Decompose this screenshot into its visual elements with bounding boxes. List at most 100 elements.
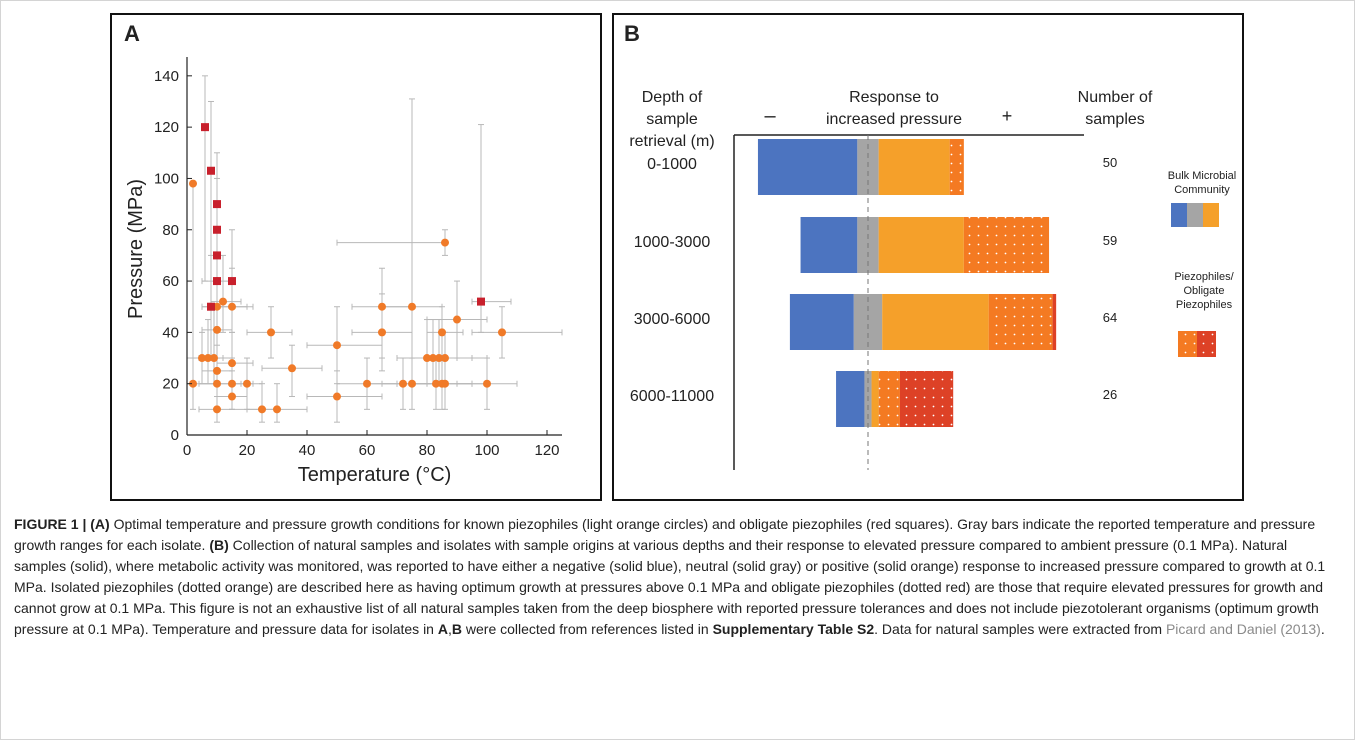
response-header: increased pressure [826, 111, 962, 128]
legend-swatch-bulk [1187, 203, 1203, 227]
legend-swatch-bulk [1171, 203, 1187, 227]
piezophile-point [288, 364, 296, 373]
legend-label-bulk: Community [1174, 184, 1230, 196]
depth-label: 0-1000 [647, 156, 697, 173]
x-tick-label: 40 [299, 442, 316, 459]
caption-comma: , [447, 621, 452, 637]
piezophile-point [243, 379, 251, 388]
legend-label-bulk: Bulk Microbial [1168, 170, 1236, 182]
legend-swatch-dots [1178, 331, 1197, 357]
panel-b-letter: B [624, 21, 640, 46]
data-points [189, 123, 506, 414]
x-tick-label: 80 [419, 442, 436, 459]
piezophile-point [453, 315, 461, 324]
bar-dots-piezophiles [878, 371, 900, 427]
y-tick-label: 120 [154, 119, 179, 136]
piezophile-point [228, 392, 236, 401]
caption-figure-label: FIGURE 1 | [14, 516, 91, 532]
y-tick-label: 0 [171, 427, 179, 444]
legend-label-piezophiles: Obligate [1184, 285, 1225, 297]
bar-dots-piezophiles [988, 294, 1053, 350]
caption-a-label: (A) [90, 516, 110, 532]
obligate-piezophile-point [201, 123, 209, 132]
caption-ref-a: A [437, 621, 448, 637]
piezophile-point [228, 359, 236, 368]
bar-segment-negative [757, 139, 858, 195]
piezophile-point [333, 341, 341, 350]
depth-header: sample [646, 111, 698, 128]
y-axis-label: Pressure (MPa) [125, 179, 147, 319]
panel-a: A 0 20 40 60 80 100 120 0 20 40 60 80 100 120 140 Tempe… [110, 13, 602, 501]
piezophile-point [378, 302, 386, 311]
legend-swatch-dots [1197, 331, 1216, 357]
sample-count: 50 [1103, 155, 1117, 170]
sample-count: 59 [1103, 233, 1117, 248]
piezophile-point [483, 379, 491, 388]
obligate-piezophile-point [207, 166, 215, 175]
bar-segment-negative [789, 294, 854, 350]
depth-label: 1000-3000 [634, 234, 711, 251]
y-tick-label: 40 [162, 324, 179, 341]
x-axis-label: Temperature (°C) [298, 464, 452, 486]
range-bars [186, 75, 563, 423]
obligate-piezophile-point [213, 200, 221, 209]
obligate-piezophile-point [213, 225, 221, 234]
depth-label: 3000-6000 [634, 311, 711, 328]
caption-a-text: Optimal temperature and pressure growth … [14, 516, 1316, 553]
piezophile-point [498, 328, 506, 337]
piezophile-point [204, 354, 212, 363]
bar-dots-obligate [1052, 294, 1057, 350]
x-tick-label: 100 [474, 442, 499, 459]
y-tick-label: 140 [154, 68, 179, 85]
piezophile-point [363, 379, 371, 388]
piezophile-point [198, 354, 206, 363]
piezophile-point [213, 325, 221, 334]
piezophile-point [399, 379, 407, 388]
y-tick-label: 100 [154, 170, 179, 187]
depth-label: 6000-11000 [630, 388, 714, 405]
piezophile-point [408, 379, 416, 388]
piezophile-point [258, 405, 266, 414]
caption-b-text: Collection of natural samples and isolat… [14, 537, 1326, 637]
obligate-piezophile-point [213, 251, 221, 260]
bar-segment-negative [836, 371, 865, 427]
panel-b: B Depth of sample retrieval (m) – Response t… [612, 13, 1244, 501]
piezophile-point [210, 354, 218, 363]
caption-supp-table: Supplementary Table S2 [712, 621, 875, 637]
y-tick-label: 20 [162, 376, 179, 393]
bar-segment-positive [882, 294, 989, 350]
piezophile-point [408, 302, 416, 311]
bar-segment-positive [878, 139, 950, 195]
piezophile-point [267, 328, 275, 337]
obligate-piezophile-point [207, 302, 215, 311]
piezophile-point [441, 354, 449, 363]
caption-text-3: . Data for natural samples were extracte… [874, 621, 1166, 637]
piezophile-point [423, 354, 431, 363]
x-tick-label: 60 [359, 442, 376, 459]
caption-ref-b: B [451, 621, 462, 637]
y-tick-label: 80 [162, 222, 179, 239]
piezophile-point [189, 179, 197, 188]
scatter-plot: 0 20 40 60 80 100 120 0 20 40 60 80 100 120 140 Tempera… [125, 57, 563, 486]
piezophile-point [189, 379, 197, 388]
plus-sign: + [1002, 106, 1013, 126]
piezophile-point [213, 405, 221, 414]
legend-swatch-bulk [1203, 203, 1219, 227]
legend-label-piezophiles: Piezophiles/ [1174, 271, 1234, 283]
piezophile-point [219, 297, 227, 306]
piezophile-point [378, 328, 386, 337]
legend-label-piezophiles: Piezophiles [1176, 299, 1233, 311]
caption-text-2: were collected from references listed in [462, 621, 713, 637]
piezophile-point [429, 354, 437, 363]
y-tick-label: 60 [162, 273, 179, 290]
caption-b-label: (B) [209, 537, 229, 553]
panel-a-letter: A [124, 21, 140, 46]
depth-header: Depth of [642, 89, 703, 106]
depth-bar-chart: Depth of sample retrieval (m) – Response to i… [629, 89, 1236, 470]
bar-segment-negative [800, 217, 858, 273]
caption-text-4: . [1320, 621, 1325, 637]
reference-link[interactable]: Picard and Daniel (2013) [1165, 621, 1321, 637]
piezophile-point [441, 238, 449, 247]
samples-header: samples [1085, 111, 1145, 128]
piezophile-point [213, 366, 221, 375]
